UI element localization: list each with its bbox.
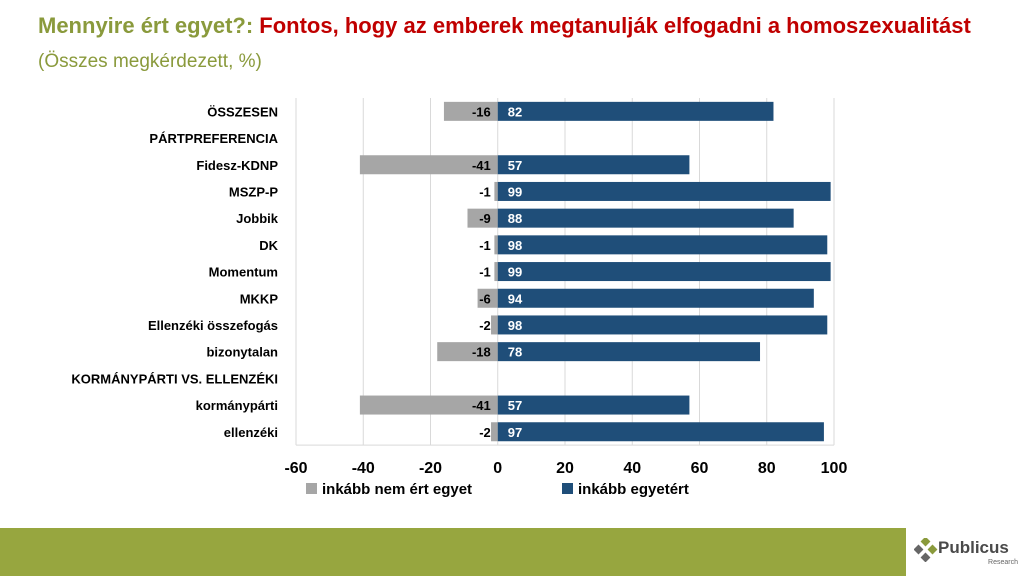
data-label-agree: 99 — [508, 184, 522, 199]
bar-disagree — [491, 315, 498, 335]
category-label: PÁRTPREFERENCIA — [149, 131, 278, 146]
data-label-agree: 99 — [508, 265, 522, 280]
category-label: bizonytalan — [206, 345, 278, 360]
bar-disagree — [494, 181, 498, 201]
title-question: Mennyire ért egyet?: — [38, 13, 260, 38]
category-label: KORMÁNYPÁRTI VS. ELLENZÉKI — [71, 371, 278, 386]
bar-disagree — [494, 262, 498, 282]
data-label-disagree: -9 — [479, 211, 491, 226]
data-label-agree: 88 — [508, 211, 522, 226]
data-label-agree: 98 — [508, 238, 522, 253]
category-label: ellenzéki — [224, 425, 278, 440]
data-label-disagree: -18 — [472, 345, 491, 360]
bar-agree — [497, 101, 774, 121]
category-label: Momentum — [209, 265, 278, 280]
bar-agree — [497, 235, 828, 255]
category-label: MSZP-P — [229, 184, 278, 199]
legend-swatch-disagree — [306, 483, 317, 494]
x-tick-label: 0 — [493, 460, 502, 477]
bar-agree — [497, 315, 828, 335]
bar-disagree — [491, 422, 498, 442]
category-label: Fidesz-KDNP — [196, 158, 278, 173]
legend-label-disagree: inkább nem ért egyet — [322, 481, 472, 498]
x-tick-label: -40 — [352, 460, 375, 477]
bar-disagree — [359, 155, 498, 175]
category-label: ÖSSZESEN — [207, 104, 278, 119]
data-label-agree: 57 — [508, 398, 522, 413]
data-label-agree: 94 — [508, 291, 523, 306]
data-label-disagree: -1 — [479, 184, 491, 199]
logo-name: Publicus — [938, 538, 1009, 557]
data-label-disagree: -41 — [472, 398, 491, 413]
bar-disagree — [443, 101, 498, 121]
data-label-disagree: -2 — [479, 425, 491, 440]
data-label-agree: 98 — [508, 318, 522, 333]
data-label-disagree: -41 — [472, 158, 491, 173]
data-label-disagree: -2 — [479, 318, 491, 333]
publicus-logo: Publicus Research — [912, 532, 1024, 576]
bar-disagree — [467, 208, 498, 228]
x-tick-label: 80 — [758, 460, 776, 477]
data-label-agree: 82 — [508, 104, 522, 119]
bar-chart: ÖSSZESEN -16 82 PÁRTPREFERENCIA Fidesz-KDNP -… — [71, 98, 848, 498]
data-label-agree: 78 — [508, 345, 522, 360]
bar-agree — [497, 288, 814, 308]
bar-disagree — [477, 288, 498, 308]
bar-agree — [497, 262, 831, 282]
x-tick-label: -20 — [419, 460, 442, 477]
bar-agree — [497, 208, 794, 228]
x-tick-label: 60 — [691, 460, 709, 477]
bar-disagree — [494, 235, 498, 255]
bar-agree — [497, 342, 761, 362]
data-label-agree: 97 — [508, 425, 522, 440]
footer-bar — [0, 528, 906, 576]
title-subtitle: (Összes megkérdezett, %) — [38, 51, 262, 72]
data-label-disagree: -6 — [479, 291, 491, 306]
bar-disagree — [437, 342, 498, 362]
bar-agree — [497, 181, 831, 201]
legend-label-agree: inkább egyetért — [578, 481, 689, 498]
logo-icon — [914, 538, 938, 562]
title-statement: Fontos, hogy az emberek megtanulják elfo… — [259, 13, 971, 38]
data-label-agree: 57 — [508, 158, 522, 173]
legend-swatch-agree — [562, 483, 573, 494]
x-tick-label: 20 — [556, 460, 574, 477]
logo-subtitle: Research — [988, 559, 1018, 566]
category-label: kormánypárti — [196, 398, 278, 413]
bar-disagree — [359, 395, 498, 415]
data-label-disagree: -1 — [479, 238, 491, 253]
bar-agree — [497, 395, 690, 415]
chart-title: Mennyire ért egyet?: Fontos, hogy az emb… — [38, 10, 998, 78]
bar-agree — [497, 422, 824, 442]
category-label: MKKP — [240, 291, 279, 306]
data-label-disagree: -1 — [479, 265, 491, 280]
x-tick-label: 100 — [821, 460, 848, 477]
category-label: Ellenzéki összefogás — [148, 318, 278, 333]
data-label-disagree: -16 — [472, 104, 491, 119]
bar-agree — [497, 155, 690, 175]
category-label: Jobbik — [236, 211, 279, 226]
x-tick-label: -60 — [284, 460, 307, 477]
x-tick-label: 40 — [623, 460, 641, 477]
category-label: DK — [259, 238, 278, 253]
